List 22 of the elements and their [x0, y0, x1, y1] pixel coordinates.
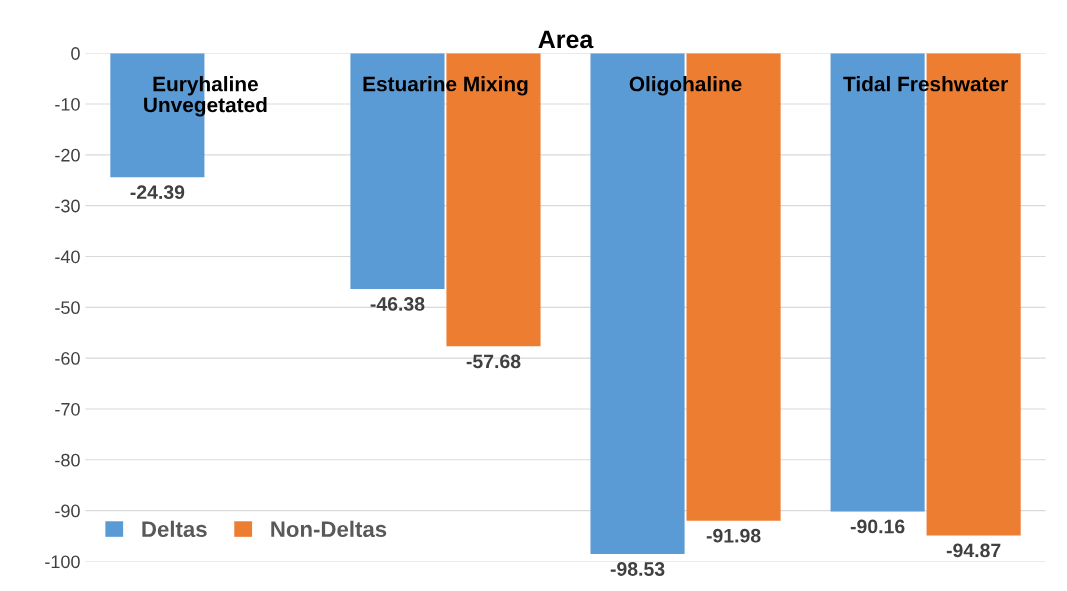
legend-label: Non-Deltas — [271, 520, 387, 538]
y-tick-label: -90 — [55, 504, 80, 518]
y-tick-label: -40 — [55, 250, 80, 264]
data-label: -24.39 — [130, 185, 185, 200]
y-tick-label: -20 — [55, 148, 80, 162]
data-label: -91.98 — [706, 528, 761, 543]
x-tick-label: Oligohaline — [629, 76, 742, 96]
data-label: -98.53 — [610, 562, 665, 576]
data-label: -94.87 — [946, 543, 1001, 558]
y-tick-label: -100 — [45, 555, 80, 569]
y-tick-label: -10 — [55, 97, 80, 111]
data-label: -46.38 — [370, 297, 425, 311]
chart-title: Area — [538, 30, 594, 49]
y-tick-label: -30 — [55, 199, 80, 213]
y-tick-label: -50 — [55, 301, 80, 315]
y-tick-label: -70 — [55, 402, 80, 416]
data-label: -90.16 — [850, 519, 905, 534]
y-tick-label: 0 — [71, 47, 80, 60]
y-tick-label: -80 — [55, 453, 80, 467]
legend-label: Deltas — [142, 520, 207, 538]
data-label: -57.68 — [466, 354, 521, 369]
y-tick-label: -60 — [55, 352, 80, 365]
